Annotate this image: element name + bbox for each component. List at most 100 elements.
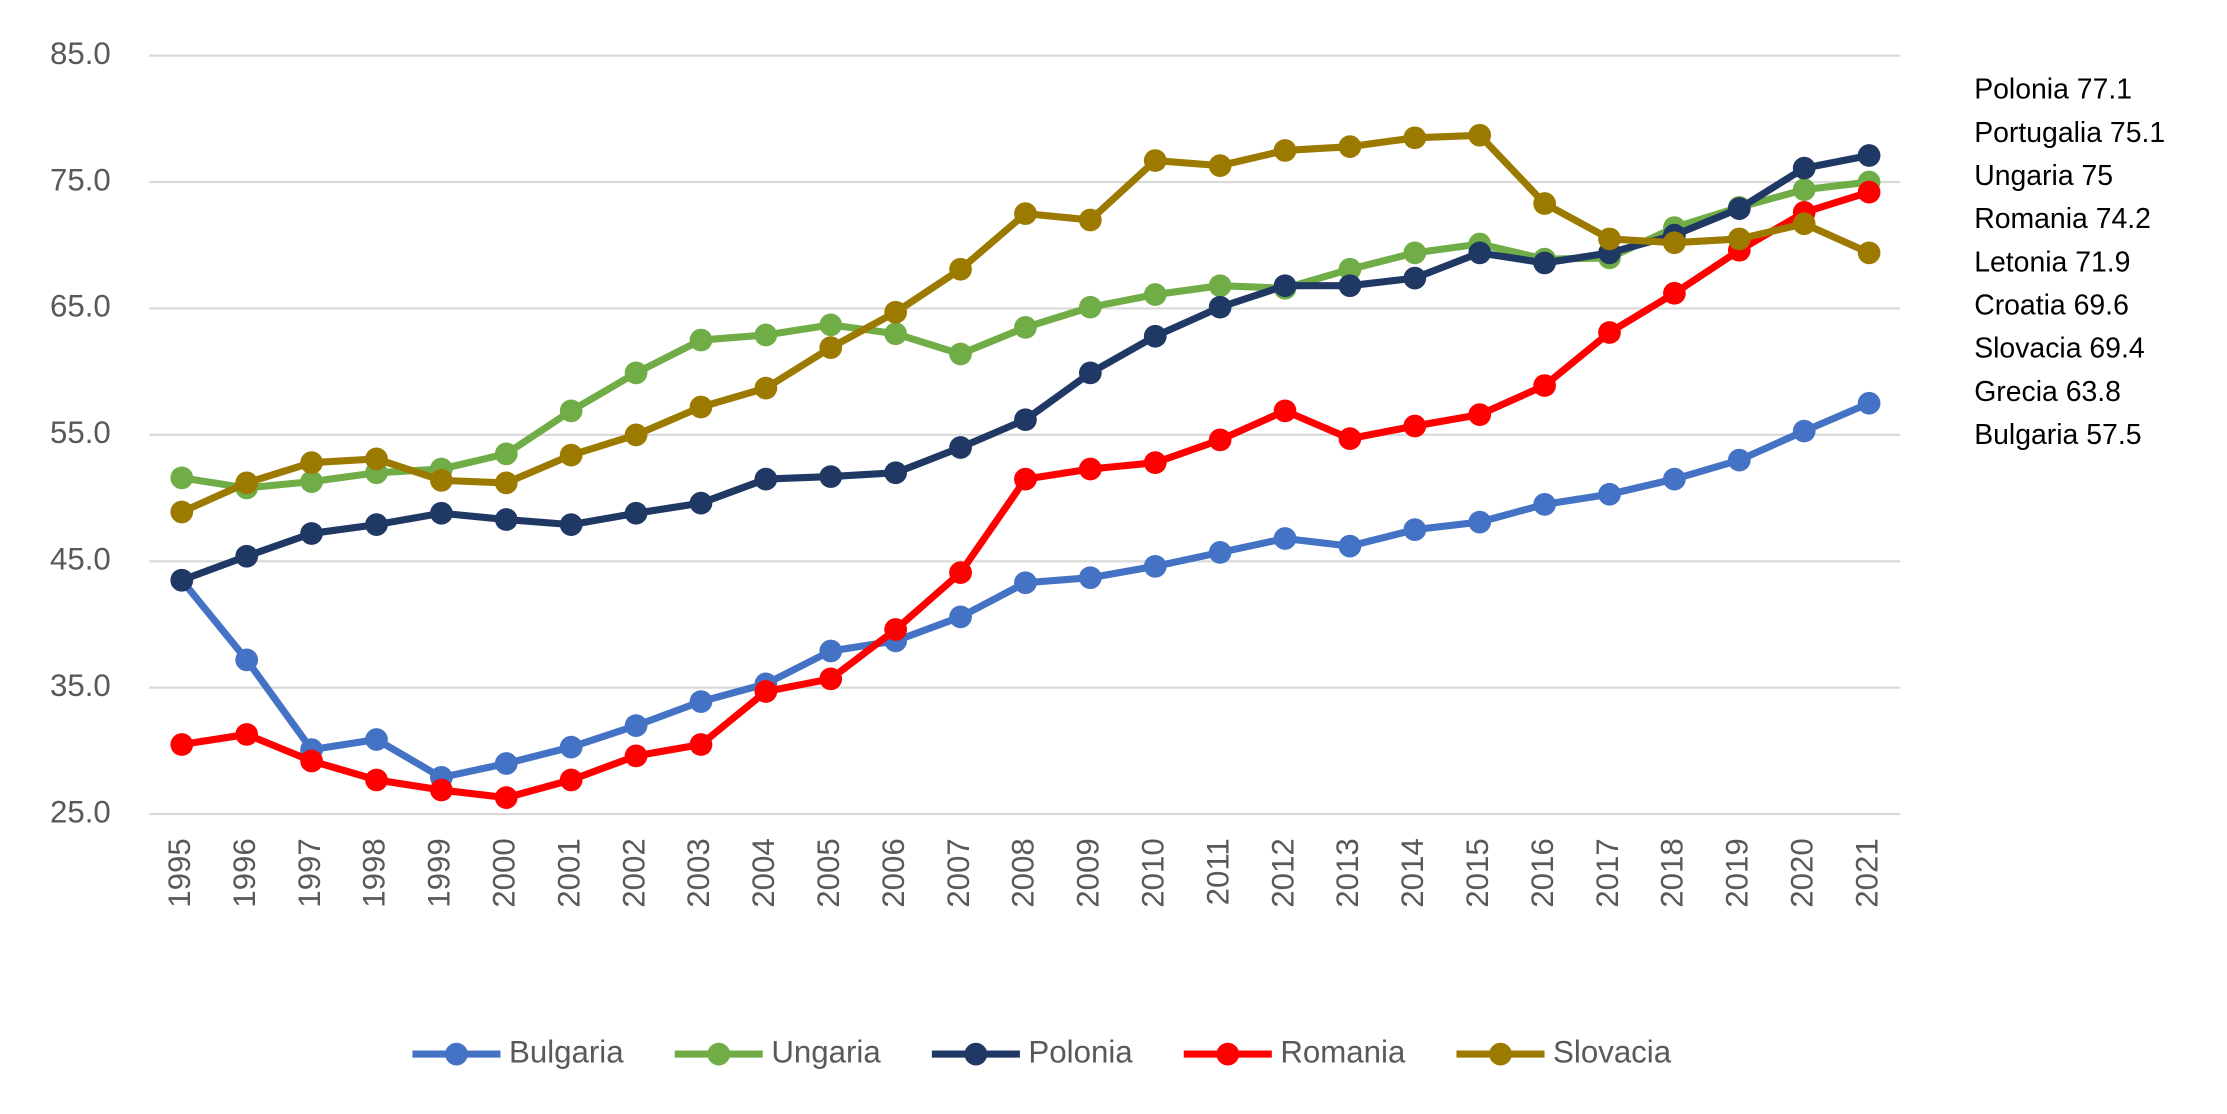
marker [819, 313, 843, 337]
marker [1014, 202, 1037, 226]
x-tick-label: 1997 [292, 838, 327, 907]
y-tick-label: 85.0 [50, 36, 111, 71]
marker [300, 749, 323, 773]
marker [170, 568, 194, 592]
marker [949, 342, 972, 366]
marker [365, 513, 388, 536]
series [170, 123, 1881, 524]
x-tick-label: 1998 [357, 838, 392, 907]
annotation: Grecia 63.8 [1974, 376, 2121, 408]
marker [1663, 281, 1686, 305]
annotation: Letonia 71.9 [1974, 246, 2130, 278]
marker [689, 328, 713, 352]
x-tick-label: 2018 [1655, 838, 1690, 907]
x-tick-label: 2014 [1395, 838, 1430, 907]
marker [1273, 527, 1297, 550]
marker [1143, 324, 1167, 348]
x-tick-label: 2001 [551, 838, 586, 907]
marker [235, 723, 259, 746]
marker [1403, 266, 1427, 290]
marker [1792, 212, 1816, 236]
marker [1338, 135, 1362, 159]
legend-item: Slovacia [1456, 1034, 1672, 1069]
marker [1403, 241, 1427, 265]
marker [494, 752, 518, 775]
legend-label: Polonia [1028, 1034, 1133, 1069]
marker [1857, 144, 1881, 167]
marker [170, 500, 194, 524]
x-tick-label: 2016 [1525, 838, 1560, 907]
x-tick-label: 2003 [681, 838, 716, 907]
marker [1598, 321, 1621, 344]
marker [1338, 257, 1362, 281]
marker [1143, 283, 1167, 306]
legend-marker [707, 1042, 731, 1066]
x-tick-label: 2002 [616, 838, 651, 907]
marker [1014, 316, 1037, 339]
marker [1078, 566, 1102, 590]
marker [365, 768, 388, 792]
marker [1014, 408, 1037, 432]
marker [624, 744, 648, 768]
marker [559, 399, 583, 423]
annotation: Polonia 77.1 [1974, 74, 2132, 106]
marker [1078, 295, 1102, 319]
marker [1533, 192, 1556, 215]
marker [1208, 154, 1232, 177]
x-tick-label: 2019 [1720, 838, 1755, 907]
marker [1208, 428, 1232, 452]
marker [559, 735, 583, 759]
marker [430, 468, 453, 492]
marker [494, 508, 518, 531]
marker [884, 322, 908, 346]
x-tick-label: 2004 [746, 838, 781, 907]
marker [884, 300, 908, 324]
marker [559, 443, 583, 467]
marker [235, 471, 259, 495]
series [170, 391, 1881, 789]
x-tick-label: 2021 [1849, 838, 1884, 907]
marker [1727, 197, 1751, 220]
marker [624, 361, 648, 385]
marker [754, 467, 778, 491]
marker [754, 376, 778, 400]
marker [1468, 241, 1492, 265]
legend-item: Polonia [931, 1034, 1133, 1069]
marker [1533, 493, 1556, 516]
marker [1792, 419, 1816, 443]
legend-marker [445, 1042, 468, 1066]
legend-marker [964, 1042, 988, 1066]
marker [1792, 178, 1816, 201]
x-tick-label: 2005 [811, 838, 846, 907]
marker [1273, 139, 1297, 162]
marker [754, 680, 778, 703]
marker [170, 466, 194, 490]
marker [1078, 208, 1102, 232]
marker [1727, 227, 1751, 251]
annotation: Portugalia 75.1 [1974, 117, 2165, 149]
marker [1273, 399, 1297, 423]
y-tick-label: 75.0 [50, 162, 111, 197]
marker [819, 465, 843, 488]
x-tick-label: 2006 [876, 838, 911, 907]
annotation: Croatia 69.6 [1974, 290, 2129, 322]
marker [624, 501, 648, 525]
marker [1338, 274, 1362, 298]
y-tick-label: 45.0 [50, 542, 111, 577]
marker [1208, 541, 1232, 564]
x-tick-label: 2013 [1330, 838, 1365, 907]
marker [559, 768, 583, 792]
x-tick-label: 2020 [1784, 838, 1819, 907]
x-tick-label: 2011 [1200, 838, 1235, 905]
marker [1078, 361, 1102, 385]
marker [1857, 180, 1881, 204]
legend-label: Bulgaria [509, 1034, 624, 1069]
x-tick-label: 2000 [487, 838, 522, 907]
marker [1014, 571, 1037, 595]
marker [1208, 295, 1232, 319]
marker [559, 513, 583, 536]
x-tick-label: 2012 [1265, 838, 1300, 907]
x-tick-label: 2009 [1071, 838, 1106, 907]
marker [1078, 457, 1102, 481]
